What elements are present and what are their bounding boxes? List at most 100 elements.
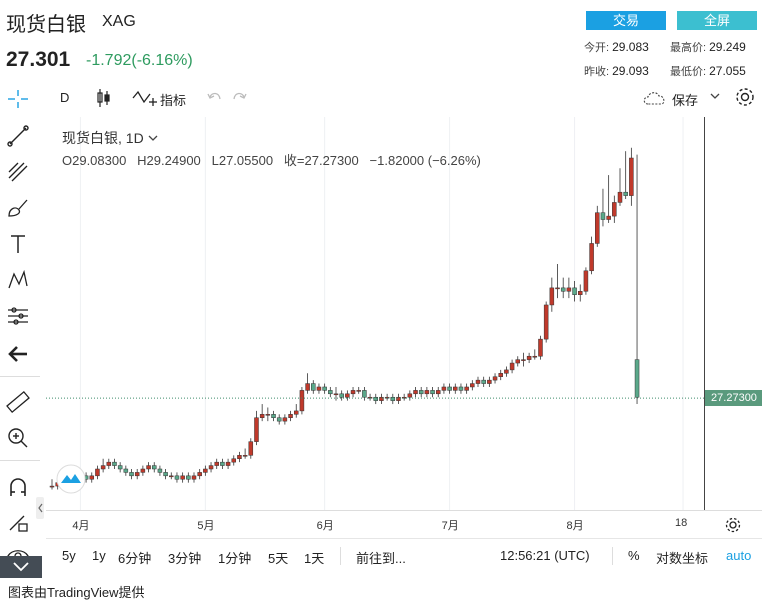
candle [521,352,526,367]
candle-body [407,393,413,398]
range-1y[interactable]: 1y [92,548,106,563]
candle-body [526,355,532,360]
candles-icon[interactable] [96,88,112,108]
stat-low-label: 最低价: [670,66,707,78]
fib-tool-icon[interactable] [6,160,30,184]
chevron-down-icon[interactable] [710,93,720,101]
candle [305,373,310,394]
candle-body [333,393,339,396]
back-arrow-icon[interactable] [6,342,30,366]
candle [276,414,282,425]
candle-body [191,475,197,480]
candle [458,383,464,394]
indicators-icon[interactable] [132,88,158,108]
candle [316,383,322,394]
stat-low: 最低价: 27.055 [670,63,746,79]
zoom-in-icon[interactable] [6,426,30,450]
candle [265,407,271,422]
percent-scale-toggle[interactable]: % [628,548,640,563]
indicators-button[interactable]: 指标 [160,93,187,108]
toolbar-collapse-handle[interactable] [36,497,44,519]
crosshair-icon[interactable] [6,89,30,109]
gear-icon[interactable] [734,86,756,108]
candle-body [435,390,441,395]
candle [475,376,481,387]
candle-body [169,475,174,478]
candle-body [208,465,214,470]
price-chart[interactable] [46,117,704,510]
candle-body [401,396,407,399]
range-3min[interactable]: 3分钟 [168,551,202,566]
forecast-tool-icon[interactable] [6,304,30,328]
undo-icon[interactable] [206,89,222,107]
candle [424,386,430,398]
fullscreen-button[interactable]: 全屏 [677,11,757,30]
redo-icon[interactable] [232,89,248,107]
legend-title[interactable]: 现货白银, 1D [62,128,158,148]
candle-body [311,383,316,391]
time-axis-label: 6月 [316,520,334,532]
trade-button[interactable]: 交易 [586,11,666,30]
legend-ohlc: O29.08300 H29.24900 L27.05500 收=27.27300… [62,153,481,168]
candle [583,267,589,295]
log-scale-toggle[interactable]: 对数坐标 [656,551,709,566]
text-tool-icon[interactable] [6,232,30,256]
range-1min[interactable]: 1分钟 [218,551,252,566]
candle [123,465,129,476]
chevron-down-icon [13,562,29,572]
gear-icon[interactable] [724,516,742,534]
tradingview-logo-icon[interactable] [56,464,86,494]
range-5y[interactable]: 5y [62,548,76,563]
candle-body [95,468,100,477]
candle [288,410,293,422]
candle-body [424,390,430,395]
candle-body [413,390,418,395]
candle [577,284,583,302]
candle [89,472,95,483]
candle [532,349,538,360]
toolbar-divider [0,460,40,461]
candle [367,393,373,401]
brush-icon[interactable] [6,196,30,220]
candle-body [356,390,361,392]
time-axis[interactable]: 4月 5月 6月 7月 8月 18 [46,510,762,537]
range-5d[interactable]: 5天 [268,551,289,566]
ruler-icon[interactable] [6,390,30,414]
pattern-tool-icon[interactable] [6,268,30,292]
candle [487,376,492,387]
goto-date-button[interactable]: 前往到... [356,551,406,566]
candle [49,479,55,490]
candle-body [117,465,123,470]
candle [197,468,202,480]
last-price: 27.301 [6,48,71,71]
candle [447,383,452,394]
lock-drawings-icon[interactable] [6,510,30,534]
candle [140,465,146,476]
candle [151,462,157,473]
candle-body [470,383,475,388]
bottombar-divider [340,547,341,565]
candle [572,281,577,302]
expand-toolbar-button[interactable] [0,556,42,578]
candle-body [265,414,271,416]
cloud-icon[interactable] [642,88,668,108]
price-change: -1.792(-6.16%) [86,52,193,69]
stat-open: 今开: 29.083 [584,39,649,55]
candle-body [447,386,452,391]
price-axis[interactable]: 27.27300 [704,117,762,510]
range-1d[interactable]: 1天 [304,551,325,566]
candle-body [549,287,555,306]
candle [225,458,231,469]
chevron-down-icon[interactable] [148,135,158,143]
auto-scale-toggle[interactable]: auto [726,548,752,563]
trend-line-icon[interactable] [6,124,30,148]
interval-selector[interactable]: D [60,90,70,105]
candle [549,277,555,312]
magnet-icon[interactable] [6,476,30,500]
candle [214,458,219,469]
candle-body [617,191,623,203]
range-6min[interactable]: 6分钟 [118,551,152,566]
candle-body [140,468,146,473]
save-button[interactable]: 保存 [672,93,699,108]
candle-body [379,396,384,401]
